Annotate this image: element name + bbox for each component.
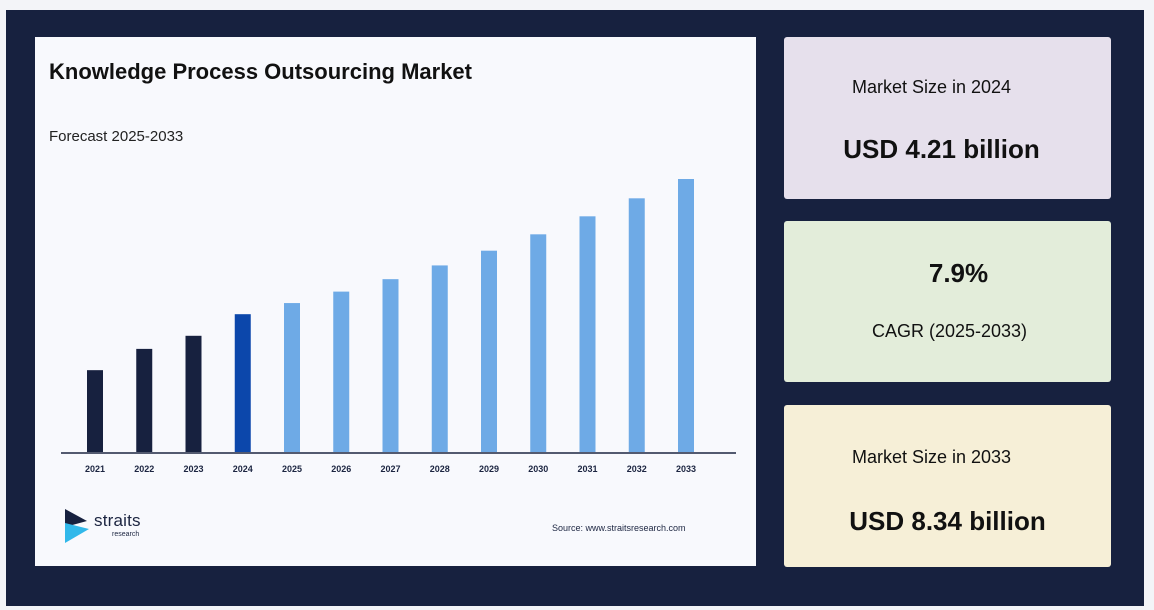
straits-research-logo: straits research (63, 509, 173, 549)
chart-title: Knowledge Process Outsourcing Market (49, 59, 472, 84)
bar-chart: 2021 2022 2023 2024 2025 2026 2027 2028 2029 2030… (61, 179, 736, 474)
bar-2025 (284, 303, 300, 452)
bar-2030 (530, 234, 547, 452)
x-tick-label: 2028 (430, 464, 450, 474)
logo-mark-icon (65, 509, 89, 543)
x-tick-label: 2024 (233, 464, 253, 474)
x-tick-label: 2030 (528, 464, 548, 474)
chart-panel: Knowledge Process Outsourcing Market For… (35, 37, 756, 566)
bar-2021 (87, 370, 103, 452)
x-tick-label: 2023 (183, 464, 203, 474)
bar-2026 (333, 291, 350, 452)
x-tick-label: 2026 (331, 464, 351, 474)
bar-2022 (136, 348, 153, 452)
x-tick-label: 2033 (676, 464, 696, 474)
logo-subtext: research (112, 531, 140, 538)
bar-2023 (185, 335, 202, 452)
bar-2024 (234, 314, 251, 452)
card-value: USD 4.21 billion (843, 134, 1040, 164)
bar-2028 (431, 265, 448, 452)
x-tick-label: 2029 (479, 464, 499, 474)
chart-subtitle: Forecast 2025-2033 (49, 128, 184, 145)
x-tick-label: 2022 (134, 464, 154, 474)
x-tick-label: 2021 (85, 464, 105, 474)
card-label: Market Size in 2033 (851, 447, 1012, 467)
source-note: Source: www.straitsresearch.com (552, 523, 686, 533)
x-tick-label: 2025 (282, 464, 302, 474)
card-label: CAGR (2025-2033) (871, 321, 1028, 341)
cagr-card: 7.9% CAGR (2025-2033) (784, 221, 1111, 382)
card-value: 7.9% (928, 258, 989, 288)
bar-2033 (678, 179, 694, 452)
bar-2031 (579, 216, 596, 452)
bar-2027 (382, 279, 399, 452)
market-size-2033-card: Market Size in 2033 USD 8.34 billion (784, 405, 1111, 567)
bar-2029 (481, 250, 497, 452)
x-tick-label: 2032 (627, 464, 647, 474)
logo-wordmark: straits (94, 511, 141, 530)
market-size-2024-card: Market Size in 2024 USD 4.21 billion (784, 37, 1111, 199)
x-tick-label: 2031 (577, 464, 597, 474)
card-value: USD 8.34 billion (849, 506, 1046, 536)
x-tick-label: 2027 (380, 464, 400, 474)
card-label: Market Size in 2024 (851, 77, 1012, 97)
bar-2032 (628, 198, 645, 452)
